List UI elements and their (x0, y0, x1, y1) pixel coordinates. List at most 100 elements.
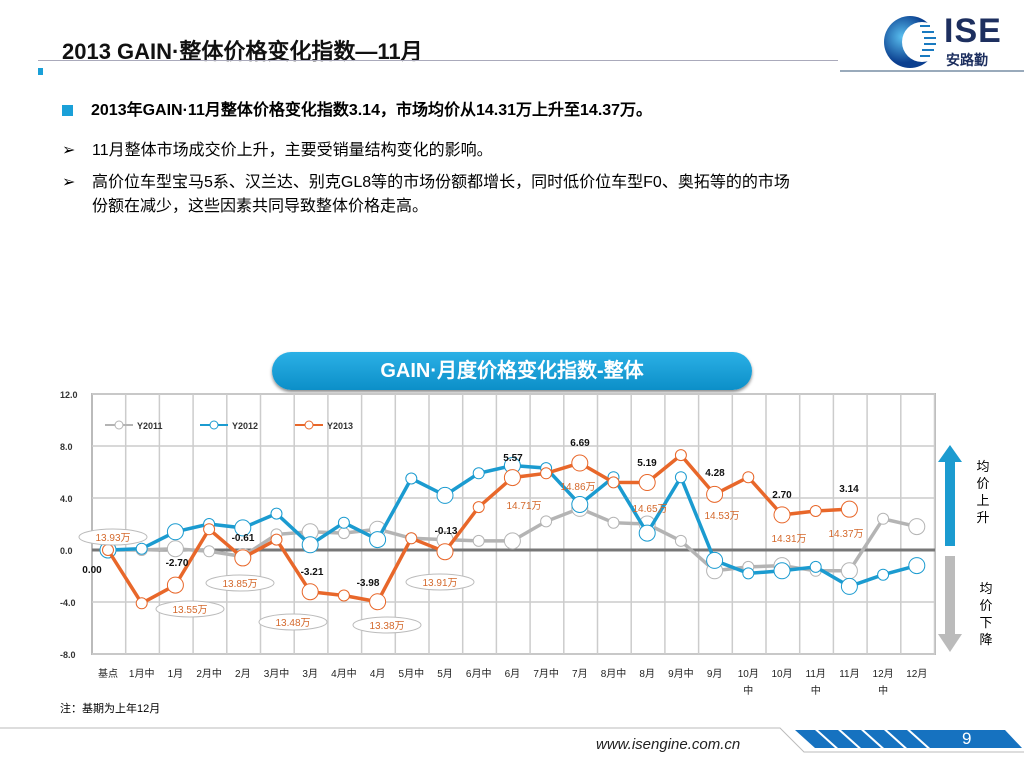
data-point-Y2013 (337, 589, 350, 602)
y-tick-label: 4.0 (60, 494, 73, 504)
price-label: 13.38万 (369, 621, 404, 632)
price-label: 14.71万 (506, 501, 541, 512)
page-title: 2013 GAIN·整体价格变化指数—11月 (62, 39, 423, 64)
x-tick-label: 7月 (572, 668, 588, 680)
price-label-ellipse (78, 528, 148, 546)
data-point-Y2013 (234, 549, 252, 567)
sub-bullet-text: 11月整体市场成交价上升，主要受销量结构变化的影响。 (92, 142, 493, 159)
x-tick-label: 11月 (839, 668, 859, 680)
data-point-Y2011 (607, 516, 620, 529)
logo-subtext: 安路勤 (946, 52, 988, 68)
data-point-Y2013 (369, 593, 387, 611)
x-tick-label: 1月中 (129, 667, 155, 680)
price-label: 14.65万 (632, 504, 667, 515)
price-up-label: 均价上升 (976, 459, 990, 525)
x-tick-label: 3月中 (264, 667, 290, 680)
x-tick-label: 6月 (505, 668, 521, 680)
plot-area (91, 393, 936, 655)
price-down-label: 均价下降 (979, 581, 993, 647)
y-tick-label: -8.0 (60, 650, 76, 660)
main-bullet: 2013年GAIN·11月整体价格变化指数3.14，市场均价从14.31万上升至… (62, 99, 652, 123)
x-tick-label: 8月中 (601, 667, 627, 680)
x-tick-label: 4月中 (331, 667, 357, 680)
data-point-Y2013 (203, 523, 216, 536)
value-label: 2.70 (772, 490, 792, 501)
sub-bullet-text: 高价位车型宝马5系、汉兰达、别克GL8等的市场份额都增长，同时低价位车型F0、奥… (92, 174, 790, 191)
x-tick-label: 中 (811, 684, 821, 697)
data-point-Y2013 (166, 576, 184, 594)
x-tick-label: 3月 (302, 668, 318, 680)
x-tick-label: 5月中 (399, 667, 425, 680)
data-point-Y2011 (840, 562, 858, 580)
data-point-Y2011 (503, 532, 521, 550)
x-tick-label: 10月 (738, 668, 759, 680)
data-point-Y2011 (472, 534, 485, 547)
value-label: 5.57 (503, 453, 523, 464)
data-point-Y2013 (301, 583, 319, 601)
x-tick-label: 基点 (98, 667, 118, 680)
data-point-Y2013 (773, 506, 791, 524)
price-label-ellipse (258, 613, 328, 631)
x-tick-label: 11月 (806, 668, 826, 680)
data-point-Y2012 (301, 536, 319, 554)
x-tick-label: 2月 (235, 668, 251, 680)
price-label: 13.55万 (172, 605, 207, 616)
data-point-Y2013 (436, 543, 454, 561)
up-arrow-icon (938, 445, 962, 546)
legend-label: Y2013 (327, 421, 353, 431)
data-point-Y2012 (674, 471, 687, 484)
data-point-Y2013 (638, 474, 656, 492)
data-point-Y2013 (840, 500, 858, 518)
x-tick-label: 9月中 (668, 667, 694, 680)
x-tick-label: 9月 (707, 668, 723, 680)
price-label-ellipse (205, 574, 275, 592)
legend-label: Y2012 (232, 421, 258, 431)
legend-marker (114, 420, 124, 430)
data-point-Y2012 (472, 467, 485, 480)
price-label: 14.86万 (560, 482, 595, 493)
price-label-ellipse (155, 600, 225, 618)
data-point-Y2013 (571, 454, 589, 472)
data-point-Y2011 (674, 534, 687, 547)
data-point-Y2012 (436, 486, 454, 504)
x-tick-label: 7月中 (533, 667, 559, 680)
data-point-Y2013 (472, 501, 485, 514)
x-tick-label: 4月 (370, 668, 386, 680)
data-point-Y2013 (135, 597, 148, 610)
price-label: 13.91万 (422, 578, 457, 589)
value-label: -0.61 (232, 533, 255, 544)
x-tick-label: 1月 (168, 668, 184, 680)
down-arrow-icon (938, 556, 962, 652)
data-point-Y2013 (540, 467, 553, 480)
website-url: www.isengine.com.cn (596, 736, 741, 753)
data-point-Y2012 (809, 560, 822, 573)
x-tick-label: 12月 (873, 668, 894, 680)
value-label: 3.14 (839, 484, 859, 495)
sub-bullet: ➢ 高价位车型宝马5系、汉兰达、别克GL8等的市场份额都增长，同时低价位车型F0、… (62, 171, 962, 219)
data-point-Y2013 (102, 544, 114, 556)
arrow-bullet-icon: ➢ (62, 142, 76, 159)
data-point-Y2012 (706, 551, 724, 569)
data-point-Y2012 (908, 557, 926, 575)
footnote: 注：基期为上年12月 (60, 703, 161, 715)
data-point-Y2011 (540, 515, 553, 528)
data-point-Y2012 (742, 567, 755, 580)
price-label: 14.31万 (771, 534, 806, 545)
value-label: 0.00 (82, 565, 102, 576)
square-bullet-icon (62, 105, 73, 117)
data-point-Y2013 (607, 476, 620, 489)
legend-marker (209, 420, 219, 430)
sub-bullet: ➢ 11月整体市场成交价上升，主要受销量结构变化的影响。 (62, 139, 962, 163)
x-tick-label: 中 (743, 684, 753, 697)
page-number: 9 (962, 729, 972, 748)
sub-bullet-text: 份额在减少，这些因素共同导致整体价格走高。 (92, 198, 429, 215)
data-point-Y2012 (405, 472, 418, 485)
x-tick-label: 5月 (437, 668, 453, 680)
price-label: 13.48万 (275, 618, 310, 629)
title-divider (38, 60, 838, 61)
price-label: 14.53万 (704, 511, 739, 522)
legend-marker (304, 420, 314, 430)
legend-label: Y2011 (137, 421, 163, 431)
x-tick-label: 8月 (639, 668, 655, 680)
